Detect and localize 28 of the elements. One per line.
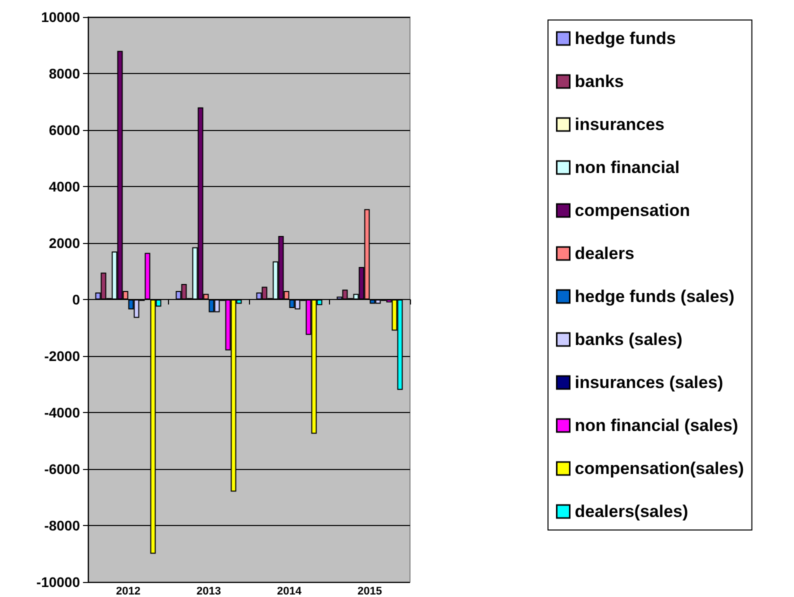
y-tick-label: 0 bbox=[72, 292, 80, 308]
y-tick-label: -6000 bbox=[44, 461, 80, 477]
y-tick-label: -4000 bbox=[44, 404, 80, 420]
x-tick-label: 2014 bbox=[277, 586, 302, 597]
x-tick-label: 2012 bbox=[116, 586, 140, 597]
legend-label: insurances (sales) bbox=[574, 373, 724, 392]
legend-label: banks bbox=[574, 72, 624, 91]
y-tick-label: -8000 bbox=[44, 518, 80, 534]
legend-label: hedge funds bbox=[574, 29, 676, 48]
legend-label: non financial (sales) bbox=[574, 416, 738, 435]
y-tick-label: -2000 bbox=[44, 348, 80, 364]
legend-label: non financial bbox=[574, 158, 680, 177]
y-tick-label: 6000 bbox=[48, 122, 80, 138]
x-tick-label: 2015 bbox=[358, 586, 382, 597]
y-tick-label: 4000 bbox=[48, 178, 80, 194]
legend-label: dealers bbox=[574, 244, 634, 263]
legend-label: dealers(sales) bbox=[574, 502, 688, 521]
legend-label: compensation bbox=[574, 201, 690, 220]
y-tick-label: 10000 bbox=[41, 9, 80, 25]
bar bbox=[144, 252, 150, 300]
legend-label: insurances bbox=[574, 115, 665, 134]
legend-label: banks (sales) bbox=[574, 330, 682, 349]
y-tick-label: 8000 bbox=[48, 66, 80, 82]
legend-label: compensation(sales) bbox=[574, 459, 744, 478]
y-tick-label: -10000 bbox=[36, 574, 80, 590]
y-tick-label: 2000 bbox=[48, 235, 80, 251]
legend-label: hedge funds (sales) bbox=[574, 287, 734, 306]
x-tick-label: 2013 bbox=[196, 586, 221, 597]
